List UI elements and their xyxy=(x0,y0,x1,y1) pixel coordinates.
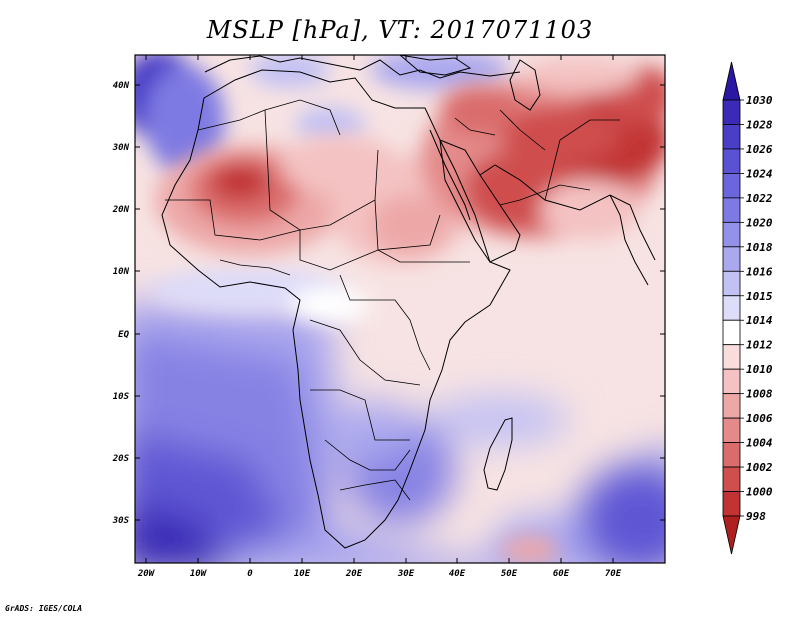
lon-label: 20W xyxy=(137,569,156,579)
lon-label: 20E xyxy=(345,569,363,579)
lat-label: 10N xyxy=(113,267,130,277)
colorbar-box xyxy=(722,197,741,223)
colorbar-label: 998 xyxy=(746,510,766,523)
lon-label: 10E xyxy=(294,569,311,579)
colorbar-box xyxy=(722,173,741,199)
lat-label: 10S xyxy=(113,392,130,402)
latitude-labels: 40N 30N 20N 10N EQ 10S 20S 30S xyxy=(112,81,130,526)
colorbar-box xyxy=(722,124,741,150)
colorbar-label: 1026 xyxy=(746,143,773,156)
colorbar-label: 1024 xyxy=(746,167,773,180)
colorbar-box xyxy=(722,221,741,248)
lon-label: 40E xyxy=(449,569,466,579)
lon-label: 0 xyxy=(247,569,253,579)
colorbar-box xyxy=(722,148,741,174)
colorbar-label: 1018 xyxy=(746,241,773,254)
longitude-labels: 20W 10W 0 10E 20E 30E 40E 50E 60E 70E xyxy=(137,569,622,579)
coastlines xyxy=(161,55,656,549)
colorbar-label: 1004 xyxy=(746,437,773,450)
lat-label: 20N xyxy=(112,205,130,215)
lat-label: 20S xyxy=(112,454,130,464)
colorbar-box xyxy=(722,417,741,443)
colorbar-box xyxy=(722,393,741,419)
colorbar-label: 1006 xyxy=(746,412,773,425)
lat-label: 40N xyxy=(113,81,130,91)
colorbar: 1030 1028 1026 1024 1022 1020 1018 1016 1015 1014… xyxy=(722,61,773,555)
pressure-field xyxy=(135,55,665,563)
lat-label: 30N xyxy=(112,143,130,153)
lon-label: 10W xyxy=(190,569,208,579)
colorbar-label: 1022 xyxy=(746,192,773,205)
lon-label: 60E xyxy=(553,569,570,579)
axis-ticks xyxy=(135,55,665,563)
colorbar-label: 1014 xyxy=(746,314,773,327)
colorbar-box xyxy=(722,368,741,395)
colorbar-label: 1030 xyxy=(746,94,773,107)
colorbar-box xyxy=(722,99,741,125)
colorbar-label: 1008 xyxy=(746,388,773,401)
lat-label: EQ xyxy=(118,330,129,340)
colorbar-box xyxy=(722,491,741,517)
colorbar-box xyxy=(722,466,741,492)
colorbar-label: 1010 xyxy=(746,363,773,376)
colorbar-label: 1016 xyxy=(746,265,773,278)
colorbar-label: 1015 xyxy=(746,290,773,303)
colorbar-label: 1000 xyxy=(746,486,773,499)
grads-credit: GrADS: IGES/COLA xyxy=(5,604,83,613)
colorbar-bottom-triangle xyxy=(722,515,741,555)
country-borders xyxy=(165,99,620,501)
colorbar-label: 1002 xyxy=(746,461,773,474)
colorbar-box xyxy=(722,319,741,346)
colorbar-box xyxy=(722,344,741,370)
colorbar-box xyxy=(722,295,741,321)
map-title: MSLP [hPa], VT: 2017071103 xyxy=(206,16,594,44)
map-frame xyxy=(134,54,666,564)
lat-label: 30S xyxy=(112,516,130,526)
colorbar-box xyxy=(722,270,741,297)
colorbar-box xyxy=(722,246,741,272)
lon-label: 50E xyxy=(501,569,518,579)
colorbar-box xyxy=(722,442,741,468)
colorbar-label: 1028 xyxy=(746,118,773,131)
lon-label: 30E xyxy=(397,569,415,579)
colorbar-label: 1012 xyxy=(746,339,773,352)
lon-label: 70E xyxy=(605,569,622,579)
colorbar-top-triangle xyxy=(722,61,741,101)
colorbar-label: 1020 xyxy=(746,216,773,229)
